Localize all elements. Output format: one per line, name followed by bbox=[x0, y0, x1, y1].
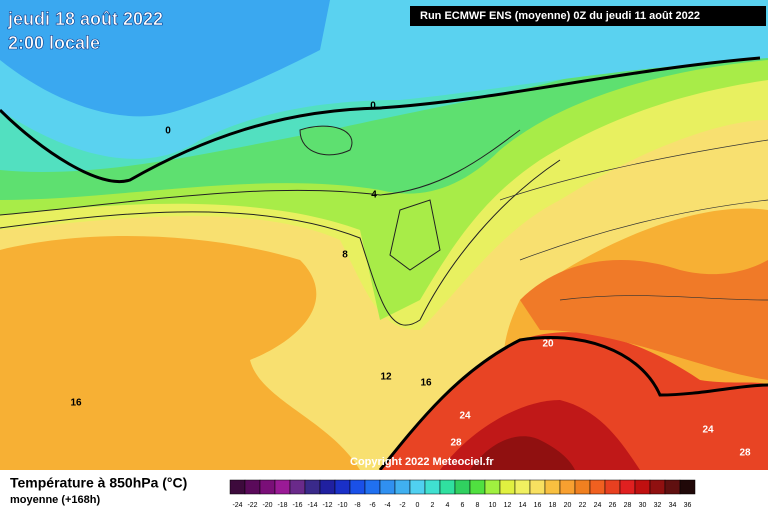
time-title: 2:00 locale bbox=[8, 33, 100, 53]
scale-swatch bbox=[259, 479, 276, 495]
contour-label: 28 bbox=[450, 438, 462, 449]
contour-label: 16 bbox=[70, 398, 82, 409]
scale-swatch bbox=[334, 479, 351, 495]
scale-swatch bbox=[529, 479, 546, 495]
scale-swatch bbox=[574, 479, 591, 495]
contour-label: 24 bbox=[459, 411, 471, 422]
scale-swatch bbox=[559, 479, 576, 495]
scale-swatch bbox=[394, 479, 411, 495]
scale-label: -8 bbox=[354, 502, 360, 509]
scale-swatch bbox=[439, 479, 456, 495]
color-scale: -24 -22 -20 -18 -16 -14 -12 -10 -8 -6 -4 -2 0 2 4 6 8 10 1… bbox=[229, 479, 696, 509]
scale-label: 16 bbox=[534, 502, 542, 509]
scale-label: -22 bbox=[247, 502, 257, 509]
scale-swatch bbox=[484, 479, 501, 495]
scale-swatch bbox=[619, 479, 636, 495]
scale-label: -20 bbox=[262, 502, 272, 509]
legend-subtitle: moyenne (+168h) bbox=[10, 494, 101, 506]
scale-label: 20 bbox=[564, 502, 572, 509]
scale-swatch bbox=[244, 479, 261, 495]
scale-swatch bbox=[649, 479, 666, 495]
scale-swatch bbox=[274, 479, 291, 495]
scale-swatch bbox=[409, 479, 426, 495]
scale-label: 2 bbox=[431, 502, 435, 509]
scale-label: 4 bbox=[446, 502, 450, 509]
scale-swatch bbox=[544, 479, 561, 495]
scale-swatch bbox=[379, 479, 396, 495]
legend-title: Température à 850hPa (°C) bbox=[10, 475, 187, 491]
scale-label: -24 bbox=[232, 502, 242, 509]
scale-label: -18 bbox=[277, 502, 287, 509]
scale-label: 12 bbox=[504, 502, 512, 509]
scale-swatch bbox=[499, 479, 516, 495]
scale-swatch bbox=[454, 479, 471, 495]
scale-swatch bbox=[679, 479, 696, 495]
scale-label: -2 bbox=[399, 502, 405, 509]
scale-swatch bbox=[319, 479, 336, 495]
scale-swatch bbox=[424, 479, 441, 495]
scale-swatch bbox=[229, 479, 246, 495]
scale-label: -12 bbox=[322, 502, 332, 509]
scale-label: 6 bbox=[461, 502, 465, 509]
scale-label: 14 bbox=[519, 502, 527, 509]
contour-label: 24 bbox=[702, 425, 714, 436]
scale-swatch bbox=[514, 479, 531, 495]
scale-swatch bbox=[589, 479, 606, 495]
copyright: Copyright 2022 Meteociel.fr bbox=[350, 456, 494, 468]
scale-label: 26 bbox=[609, 502, 617, 509]
contour-label: 0 bbox=[370, 101, 376, 112]
scale-label: -14 bbox=[307, 502, 317, 509]
scale-label: -16 bbox=[292, 502, 302, 509]
contour-label: 16 bbox=[420, 378, 432, 389]
scale-label: 24 bbox=[594, 502, 602, 509]
scale-label: 10 bbox=[489, 502, 497, 509]
scale-label: 8 bbox=[476, 502, 480, 509]
scale-label: 30 bbox=[639, 502, 647, 509]
scale-label: 18 bbox=[549, 502, 557, 509]
contour-label: 12 bbox=[380, 372, 392, 383]
run-info: Run ECMWF ENS (moyenne) 0Z du jeudi 11 a… bbox=[420, 10, 700, 22]
scale-label: -6 bbox=[369, 502, 375, 509]
scale-swatch bbox=[604, 479, 621, 495]
contour-label: 0 bbox=[165, 126, 171, 137]
scale-label: -4 bbox=[384, 502, 390, 509]
scale-label: 36 bbox=[684, 502, 692, 509]
scale-swatch bbox=[349, 479, 366, 495]
date-title: jeudi 18 août 2022 bbox=[7, 9, 163, 29]
contour-label: 8 bbox=[342, 250, 348, 261]
run-banner bbox=[410, 6, 766, 26]
scale-swatch bbox=[289, 479, 306, 495]
scale-label: 0 bbox=[416, 502, 420, 509]
scale-label: 34 bbox=[669, 502, 677, 509]
scale-label: 32 bbox=[654, 502, 662, 509]
scale-swatch bbox=[634, 479, 651, 495]
scale-label: -10 bbox=[337, 502, 347, 509]
contour-label: 28 bbox=[739, 448, 751, 459]
scale-label: 22 bbox=[579, 502, 587, 509]
scale-label: 28 bbox=[624, 502, 632, 509]
map-background bbox=[0, 0, 768, 471]
scale-swatch bbox=[664, 479, 681, 495]
scale-swatch bbox=[304, 479, 321, 495]
scale-swatch bbox=[469, 479, 486, 495]
contour-label: 4 bbox=[371, 190, 377, 201]
contour-label: 20 bbox=[542, 339, 554, 350]
contour-labels: 0 0 4 8 12 16 16 20 24 24 28 28 bbox=[70, 101, 751, 459]
scale-swatch bbox=[364, 479, 381, 495]
